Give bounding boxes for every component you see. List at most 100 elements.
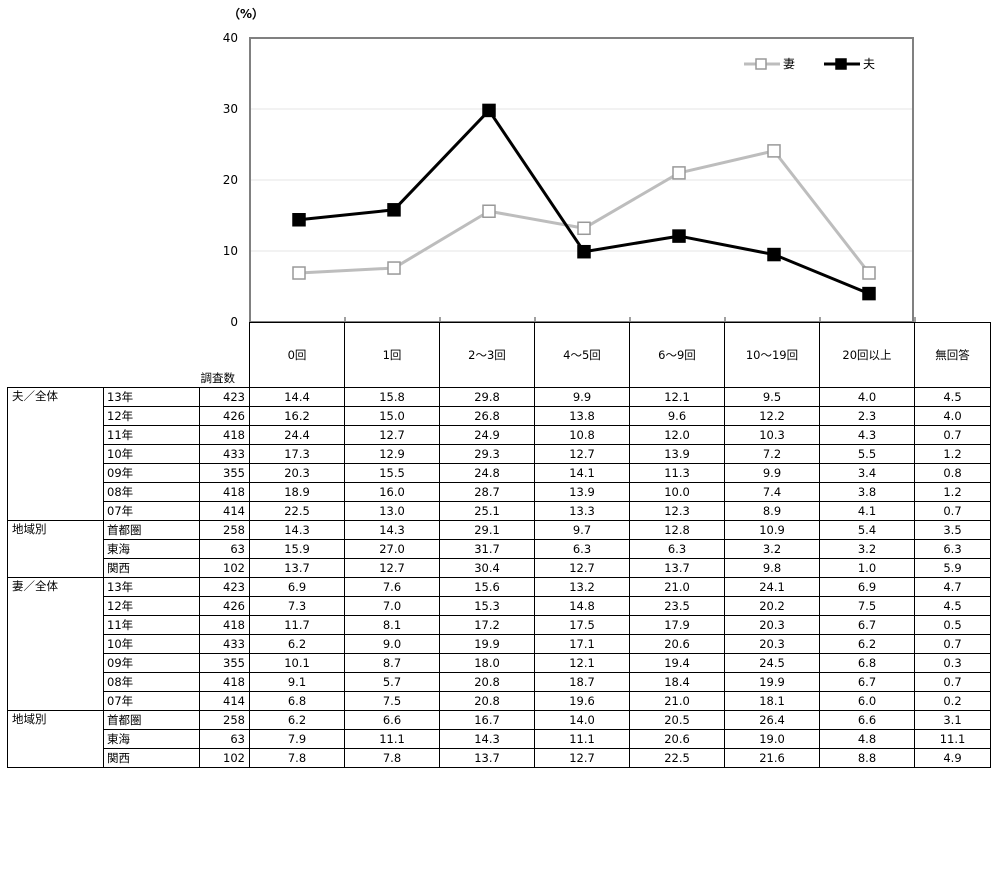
table-cell: 0.7 bbox=[914, 501, 991, 521]
y-tick-label: 40 bbox=[223, 31, 238, 45]
table-cell: 14.1 bbox=[534, 463, 630, 483]
table-cell: 29.8 bbox=[439, 387, 535, 407]
row-label: 08年 bbox=[103, 482, 200, 502]
data-point-妻 bbox=[292, 266, 306, 280]
table-cell: 8.7 bbox=[344, 653, 440, 673]
data-point-夫 bbox=[672, 229, 686, 243]
table-cell: 26.8 bbox=[439, 406, 535, 426]
table-cell: 13.9 bbox=[629, 444, 725, 464]
data-point-妻 bbox=[387, 261, 401, 275]
legend-marker-妻 bbox=[755, 58, 767, 70]
data-point-妻 bbox=[577, 221, 591, 236]
row-label: 12年 bbox=[103, 596, 200, 616]
table-cell: 9.7 bbox=[534, 520, 630, 540]
table-cell: 15.5 bbox=[344, 463, 440, 483]
table-cell: 7.2 bbox=[724, 444, 820, 464]
table-cell: 13.2 bbox=[534, 577, 630, 597]
table-cell: 6.3 bbox=[914, 539, 991, 559]
row-count: 102 bbox=[199, 748, 250, 768]
table-cell: 20.8 bbox=[439, 691, 535, 711]
row-label: 08年 bbox=[103, 672, 200, 692]
table-cell: 3.2 bbox=[819, 539, 915, 559]
table-header-row: 調査数 0回 1回 2～3回 4～5回 6～9回 10～19回 20回以上 無回答 bbox=[8, 322, 991, 388]
table-row: 関西 102 13.7 12.7 30.4 12.7 13.7 9.8 1.0 5.9 bbox=[8, 558, 991, 578]
table-row: 09年 355 10.1 8.7 18.0 12.1 19.4 24.5 6.8 0.3 bbox=[8, 653, 991, 673]
header-blank bbox=[104, 323, 200, 388]
table-cell: 17.1 bbox=[534, 634, 630, 654]
table-cell: 26.4 bbox=[724, 710, 820, 730]
table-cell: 7.8 bbox=[249, 748, 345, 768]
table-cell: 20.3 bbox=[724, 634, 820, 654]
group-label: 妻／全体 bbox=[7, 577, 104, 711]
table-cell: 0.8 bbox=[914, 463, 991, 483]
table-cell: 9.1 bbox=[249, 672, 345, 692]
table-cell: 6.7 bbox=[819, 672, 915, 692]
table-cell: 7.5 bbox=[344, 691, 440, 711]
y-tick-label: 0 bbox=[230, 315, 238, 329]
table-cell: 13.8 bbox=[534, 406, 630, 426]
table-row: 10年 433 6.2 9.0 19.9 17.1 20.6 20.3 6.2 0.7 bbox=[8, 634, 991, 654]
row-count: 63 bbox=[199, 539, 250, 559]
table-cell: 13.3 bbox=[534, 501, 630, 521]
row-label: 関西 bbox=[103, 558, 200, 578]
table-cell: 9.8 bbox=[724, 558, 820, 578]
table-cell: 7.9 bbox=[249, 729, 345, 749]
table-row: 12年 426 7.3 7.0 15.3 14.8 23.5 20.2 7.5 4.5 bbox=[8, 596, 991, 616]
table-cell: 24.5 bbox=[724, 653, 820, 673]
table-cell: 4.1 bbox=[819, 501, 915, 521]
data-point-妻 bbox=[862, 266, 876, 280]
table-row: 11年 418 24.4 12.7 24.9 10.8 12.0 10.3 4.3 0.7 bbox=[8, 425, 991, 445]
header-blank bbox=[8, 323, 104, 388]
table-cell: 14.3 bbox=[344, 520, 440, 540]
table-cell: 6.7 bbox=[819, 615, 915, 635]
table-cell: 27.0 bbox=[344, 539, 440, 559]
column-header: 2～3回 bbox=[439, 322, 535, 388]
table-row: 11年 418 11.7 8.1 17.2 17.5 17.9 20.3 6.7 0.5 bbox=[8, 615, 991, 635]
table-cell: 16.7 bbox=[439, 710, 535, 730]
table-cell: 7.8 bbox=[344, 748, 440, 768]
table-cell: 17.2 bbox=[439, 615, 535, 635]
series-line-夫 bbox=[298, 108, 870, 295]
table-cell: 20.8 bbox=[439, 672, 535, 692]
table-cell: 4.5 bbox=[914, 596, 991, 616]
table-cell: 12.7 bbox=[344, 558, 440, 578]
table-cell: 7.5 bbox=[819, 596, 915, 616]
table-cell: 0.3 bbox=[914, 653, 991, 673]
table-row: 07年 414 6.8 7.5 20.8 19.6 21.0 18.1 6.0 0.2 bbox=[8, 691, 991, 711]
table-cell: 19.9 bbox=[724, 672, 820, 692]
table-cell: 11.7 bbox=[249, 615, 345, 635]
table-cell: 18.9 bbox=[249, 482, 345, 502]
table-cell: 23.5 bbox=[629, 596, 725, 616]
table-cell: 15.3 bbox=[439, 596, 535, 616]
table-cell: 20.3 bbox=[249, 463, 345, 483]
line-chart: （%） 0 10 20 30 40 妻 夫 bbox=[223, 6, 916, 329]
column-header: 20回以上 bbox=[819, 322, 915, 388]
table-cell: 24.9 bbox=[439, 425, 535, 445]
table-cell: 10.3 bbox=[724, 425, 820, 445]
row-label: 首都圏 bbox=[103, 710, 200, 730]
table-cell: 6.3 bbox=[629, 539, 725, 559]
table-cell: 12.7 bbox=[534, 748, 630, 768]
table-cell: 21.6 bbox=[724, 748, 820, 768]
table-cell: 9.5 bbox=[724, 387, 820, 407]
table-cell: 14.3 bbox=[439, 729, 535, 749]
table-cell: 3.5 bbox=[914, 520, 991, 540]
table-cell: 4.0 bbox=[914, 406, 991, 426]
table-cell: 16.2 bbox=[249, 406, 345, 426]
legend-label-夫: 夫 bbox=[863, 57, 875, 71]
table-cell: 10.8 bbox=[534, 425, 630, 445]
table-cell: 0.5 bbox=[914, 615, 991, 635]
column-header: 1回 bbox=[344, 322, 440, 388]
table-cell: 19.4 bbox=[629, 653, 725, 673]
table-cell: 20.6 bbox=[629, 729, 725, 749]
table-cell: 6.6 bbox=[819, 710, 915, 730]
table-cell: 29.3 bbox=[439, 444, 535, 464]
table-cell: 0.2 bbox=[914, 691, 991, 711]
column-header: 無回答 bbox=[914, 322, 991, 388]
table-cell: 9.0 bbox=[344, 634, 440, 654]
data-point-妻 bbox=[767, 144, 781, 158]
table-cell: 4.3 bbox=[819, 425, 915, 445]
table-cell: 6.2 bbox=[249, 634, 345, 654]
row-label: 13年 bbox=[103, 387, 200, 407]
table-cell: 19.9 bbox=[439, 634, 535, 654]
